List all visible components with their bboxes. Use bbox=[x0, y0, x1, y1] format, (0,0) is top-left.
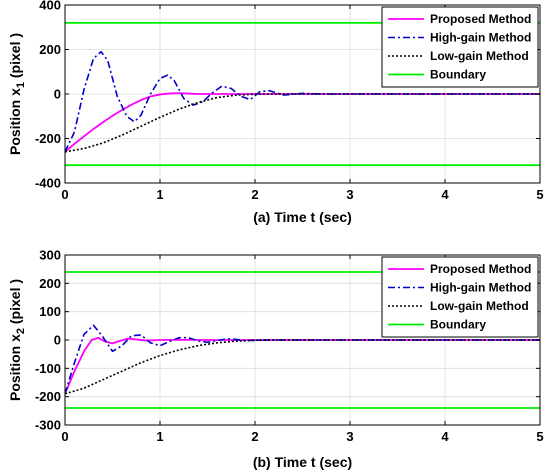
y-tick-label: -300 bbox=[35, 418, 61, 433]
legend-entry: Proposed Method bbox=[430, 262, 531, 276]
chart-top: 0 1 2 3 4 5 -400 -200 0 200 400 (a) Time t (sec) Pos… bbox=[7, 0, 544, 225]
legend-entry: Proposed Method bbox=[430, 12, 531, 26]
x-tick-label: 1 bbox=[156, 187, 163, 202]
series-line-high-gain-method bbox=[65, 50, 540, 153]
y-tick-label: 200 bbox=[39, 276, 61, 291]
series-line-proposed-method bbox=[65, 336, 540, 395]
x-tick-label: 2 bbox=[251, 429, 258, 444]
y-axis-label: Position x1 (pixel ) bbox=[7, 33, 27, 155]
legend-entry: High-gain Method bbox=[430, 31, 531, 45]
x-tick-label: 3 bbox=[346, 187, 353, 202]
legend-entry: High-gain Method bbox=[430, 281, 531, 295]
x-axis-label: (b) Time t (sec) bbox=[253, 454, 352, 470]
y-tick-label: 100 bbox=[39, 304, 61, 319]
y-tick-label: -400 bbox=[35, 176, 61, 191]
y-tick-label: 0 bbox=[54, 87, 61, 102]
legend-box bbox=[381, 6, 539, 88]
legend-entry: Low-gain Method bbox=[430, 49, 529, 63]
y-tick-label: -100 bbox=[35, 361, 61, 376]
x-tick-label: 5 bbox=[536, 187, 543, 202]
x-tick-label: 4 bbox=[441, 187, 449, 202]
series-line-high-gain-method bbox=[65, 324, 540, 395]
x-tick-label: 2 bbox=[251, 187, 258, 202]
y-tick-label: 300 bbox=[39, 248, 61, 263]
x-tick-label: 0 bbox=[61, 187, 68, 202]
chart-bottom: 0 1 2 3 4 5 -300 -200 -100 0 100 200 300 (b) Time t (… bbox=[7, 248, 544, 471]
legend: Proposed Method High-gain Method Low-gain … bbox=[381, 256, 539, 338]
y-tick-label: -200 bbox=[35, 131, 61, 146]
y-tick-label: -200 bbox=[35, 389, 61, 404]
series-line-low-gain-method bbox=[65, 93, 540, 153]
x-tick-label: 3 bbox=[346, 429, 353, 444]
x-axis-label: (a) Time t (sec) bbox=[253, 209, 352, 225]
legend-entry: Low-gain Method bbox=[430, 299, 529, 313]
x-tick-label: 1 bbox=[156, 429, 163, 444]
x-tick-label: 5 bbox=[536, 429, 543, 444]
x-tick-label: 0 bbox=[61, 429, 68, 444]
x-tick-label: 4 bbox=[441, 429, 449, 444]
y-axis-label: Position x2 (pixel ) bbox=[7, 279, 27, 401]
y-tick-label: 0 bbox=[54, 333, 61, 348]
y-tick-label: 400 bbox=[39, 0, 61, 13]
y-tick-label: 200 bbox=[39, 42, 61, 57]
legend-entry: Boundary bbox=[430, 318, 486, 332]
legend-entry: Boundary bbox=[430, 68, 486, 82]
legend: Proposed Method High-gain Method Low-gain … bbox=[381, 6, 539, 88]
